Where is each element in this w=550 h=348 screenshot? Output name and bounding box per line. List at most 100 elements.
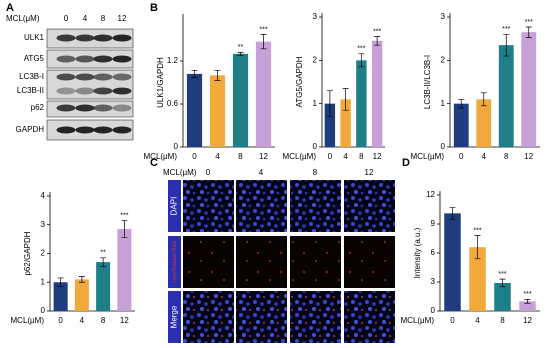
y-axis-label: ATG5/GAPDH bbox=[295, 56, 304, 107]
bar bbox=[232, 53, 249, 148]
blot-band bbox=[56, 87, 76, 95]
y-tick-label: 2 bbox=[41, 249, 46, 258]
blot-band bbox=[93, 126, 113, 134]
x-tick-label: 12 bbox=[259, 152, 268, 161]
bar bbox=[469, 247, 486, 311]
lane-label: 0 bbox=[64, 14, 69, 23]
panel-label: C bbox=[150, 157, 158, 169]
blot-band bbox=[93, 104, 113, 112]
x-label: MCL(μM) bbox=[163, 168, 197, 177]
blot-band bbox=[75, 34, 95, 42]
error-bar bbox=[503, 33, 510, 57]
blot-band bbox=[112, 73, 132, 81]
micrograph bbox=[183, 180, 234, 232]
y-tick-label: 3 bbox=[313, 12, 318, 21]
protein-label: LC3B-I bbox=[19, 72, 44, 81]
bar bbox=[324, 103, 336, 147]
y-tick-label: 1 bbox=[41, 277, 46, 286]
micrograph bbox=[344, 180, 395, 232]
significance: ** bbox=[238, 44, 244, 51]
x-tick-label: 8 bbox=[500, 316, 505, 325]
y-tick-label: 4 bbox=[41, 191, 46, 200]
x-axis-label: MCL(μM) bbox=[283, 152, 317, 161]
blot-band bbox=[75, 87, 95, 95]
y-tick-label: 2 bbox=[441, 55, 446, 64]
y-axis-label: LC3B-II/LC3B-I bbox=[423, 55, 432, 109]
y-tick-label: 9 bbox=[431, 219, 436, 228]
micrograph bbox=[183, 291, 234, 343]
x-tick-label: 0 bbox=[58, 316, 63, 325]
column-label: 12 bbox=[365, 168, 374, 177]
protein-label: GAPDH bbox=[16, 125, 45, 134]
error-bar bbox=[237, 52, 244, 56]
micrograph bbox=[183, 236, 234, 288]
x-axis-label: MCL(μM) bbox=[411, 152, 445, 161]
x-tick-label: 8 bbox=[504, 152, 509, 161]
x-tick-label: 12 bbox=[524, 152, 533, 161]
bar bbox=[521, 32, 537, 147]
bar bbox=[340, 99, 351, 147]
blot-band bbox=[112, 126, 132, 134]
error-bar bbox=[499, 278, 506, 288]
x-tick-label: 4 bbox=[343, 152, 348, 161]
blot-band bbox=[75, 73, 95, 81]
x-tick-label: 4 bbox=[475, 316, 480, 325]
blot-band bbox=[112, 87, 132, 95]
micrograph bbox=[290, 236, 341, 288]
micrograph bbox=[344, 291, 395, 343]
y-tick-label: 0 bbox=[431, 306, 436, 315]
blot-band bbox=[75, 104, 95, 112]
x-tick-label: 4 bbox=[80, 316, 85, 325]
x-tick-label: 0 bbox=[450, 316, 455, 325]
bar bbox=[186, 73, 203, 147]
y-tick-label: 0.6 bbox=[167, 99, 179, 108]
error-bar bbox=[524, 299, 531, 304]
bar bbox=[371, 40, 383, 148]
channel-tab bbox=[168, 291, 181, 343]
bar bbox=[453, 103, 469, 147]
blot-band bbox=[56, 55, 76, 63]
error-bar bbox=[191, 69, 198, 78]
y-tick-label: 0 bbox=[174, 142, 179, 151]
error-bar bbox=[358, 53, 365, 68]
bar bbox=[476, 99, 492, 147]
lane-label: 12 bbox=[118, 14, 127, 23]
x-tick-label: 4 bbox=[215, 152, 220, 161]
channel-label: LysoTracker Red bbox=[172, 241, 178, 282]
x-tick-label: 8 bbox=[238, 152, 243, 161]
bar bbox=[255, 41, 272, 147]
error-bar bbox=[525, 26, 532, 38]
y-tick-label: 3 bbox=[41, 220, 46, 229]
x-tick-label: 0 bbox=[459, 152, 464, 161]
column-label: 4 bbox=[259, 168, 264, 177]
error-bar bbox=[121, 220, 128, 239]
error-bar bbox=[458, 98, 465, 109]
bar bbox=[53, 282, 68, 311]
blot-band bbox=[56, 126, 76, 134]
protein-label: ULK1 bbox=[24, 33, 45, 42]
x-tick-label: 8 bbox=[101, 316, 106, 325]
channel-label: DAPI bbox=[170, 197, 179, 216]
blot-band bbox=[75, 55, 95, 63]
error-bar bbox=[374, 36, 381, 46]
lane-label: 8 bbox=[101, 14, 106, 23]
significance: *** bbox=[498, 271, 506, 278]
significance: ** bbox=[100, 250, 106, 257]
significance: *** bbox=[525, 19, 533, 26]
bar bbox=[494, 282, 511, 311]
x-axis-label: MCL(μM) bbox=[144, 152, 178, 161]
x-tick-label: 12 bbox=[120, 316, 129, 325]
blot-band bbox=[112, 55, 132, 63]
micrograph bbox=[290, 180, 341, 232]
y-tick-label: 6 bbox=[431, 248, 436, 257]
blot-band bbox=[93, 34, 113, 42]
channel-tab bbox=[168, 236, 181, 288]
x-tick-label: 0 bbox=[328, 152, 333, 161]
error-bar bbox=[57, 277, 64, 287]
error-bar bbox=[326, 90, 333, 118]
micrograph bbox=[344, 236, 395, 288]
significance: *** bbox=[373, 28, 381, 35]
error-bar bbox=[474, 235, 481, 260]
y-tick-label: 1 bbox=[441, 99, 446, 108]
x-tick-label: 0 bbox=[192, 152, 197, 161]
